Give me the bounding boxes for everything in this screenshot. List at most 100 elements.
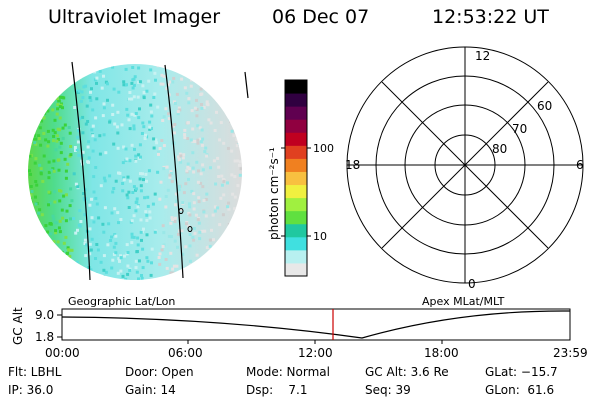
- image-pixel: [241, 111, 242, 115]
- image-pixel: [226, 181, 229, 185]
- image-pixel: [121, 161, 125, 165]
- colorbar-band: [285, 93, 307, 107]
- image-pixel: [199, 181, 203, 185]
- image-pixel: [49, 232, 53, 236]
- image-pixel: [122, 80, 126, 84]
- image-pixel: [177, 232, 180, 236]
- image-pixel: [39, 172, 43, 176]
- image-pixel: [91, 108, 95, 112]
- image-pixel: [130, 219, 134, 223]
- image-pixel: [200, 106, 204, 110]
- image-pixel: [133, 75, 137, 79]
- image-pixel: [187, 177, 190, 181]
- image-pixel: [122, 178, 126, 182]
- image-pixel: [152, 137, 156, 141]
- image-pixel: [134, 209, 138, 213]
- image-pixel: [201, 168, 205, 172]
- image-pixel: [67, 76, 71, 80]
- image-pixel: [88, 203, 92, 207]
- image-pixel: [32, 276, 36, 280]
- x-tick-label-0600: 06:00: [168, 346, 203, 360]
- image-pixel: [161, 119, 165, 122]
- image-pixel: [224, 93, 228, 97]
- image-pixel: [240, 266, 242, 270]
- image-pixel: [160, 73, 164, 77]
- image-pixel: [63, 64, 67, 68]
- image-pixel: [35, 183, 39, 187]
- image-pixel: [47, 176, 51, 180]
- image-pixel: [205, 246, 209, 250]
- image-pixel: [34, 195, 37, 199]
- image-pixel: [238, 121, 242, 125]
- image-pixel: [219, 121, 223, 125]
- image-pixel: [117, 257, 121, 261]
- image-pixel: [235, 248, 239, 252]
- image-pixel: [55, 97, 59, 100]
- image-pixel: [230, 114, 234, 118]
- image-pixel: [194, 274, 198, 277]
- image-pixel: [202, 199, 206, 202]
- image-pixel: [53, 220, 57, 224]
- image-pixel: [62, 84, 66, 88]
- door-info: Door: Open: [125, 365, 194, 379]
- image-pixel: [143, 196, 147, 200]
- image-pixel: [77, 89, 81, 93]
- image-pixel: [155, 141, 159, 145]
- image-pixel: [58, 105, 62, 109]
- image-pixel: [125, 243, 129, 247]
- image-pixel: [96, 248, 100, 252]
- image-pixel: [211, 213, 215, 217]
- image-pixel: [70, 199, 74, 203]
- image-pixel: [180, 77, 184, 81]
- image-pixel: [130, 112, 134, 116]
- mlt-label-0: 0: [468, 277, 476, 291]
- image-pixel: [208, 244, 212, 248]
- image-pixel: [45, 78, 49, 82]
- image-pixel: [197, 221, 201, 225]
- image-pixel: [227, 71, 231, 75]
- image-pixel: [148, 127, 152, 131]
- image-pixel: [134, 154, 138, 158]
- image-pixel: [138, 107, 141, 111]
- image-pixel: [104, 270, 108, 274]
- image-pixel: [232, 134, 236, 138]
- image-pixel: [93, 138, 97, 142]
- image-pixel: [213, 209, 217, 213]
- image-pixel: [204, 146, 208, 150]
- image-pixel: [172, 264, 176, 268]
- image-pixel: [149, 110, 153, 114]
- image-pixel: [235, 223, 239, 227]
- image-pixel: [196, 141, 200, 145]
- colorbar-band: [285, 249, 307, 264]
- image-pixel: [218, 223, 222, 227]
- image-pixel: [135, 197, 139, 201]
- image-pixel: [240, 206, 242, 210]
- image-pixel: [67, 268, 70, 272]
- image-pixel: [95, 76, 99, 80]
- image-pixel: [106, 243, 110, 247]
- image-pixel: [231, 115, 234, 119]
- image-pixel: [203, 277, 207, 280]
- image-pixel: [159, 82, 163, 86]
- image-pixel: [84, 84, 88, 88]
- image-pixel: [198, 230, 202, 234]
- colorbar-frame: [284, 79, 308, 277]
- image-pixel: [81, 131, 85, 135]
- image-pixel: [190, 109, 194, 113]
- image-pixel: [28, 154, 32, 158]
- image-pixel: [233, 252, 237, 256]
- image-pixel: [223, 263, 227, 267]
- image-pixel: [139, 189, 143, 193]
- image-pixel: [168, 173, 172, 177]
- image-pixel: [114, 179, 118, 183]
- image-pixel: [131, 66, 135, 69]
- image-pixel: [82, 192, 85, 195]
- image-pixel: [192, 201, 196, 205]
- image-pixel: [177, 106, 181, 110]
- image-pixel: [165, 87, 169, 91]
- image-pixel: [76, 135, 80, 139]
- image-pixel: [60, 71, 64, 75]
- image-pixel: [34, 157, 38, 161]
- image-pixel: [136, 243, 140, 247]
- image-pixel: [79, 220, 83, 223]
